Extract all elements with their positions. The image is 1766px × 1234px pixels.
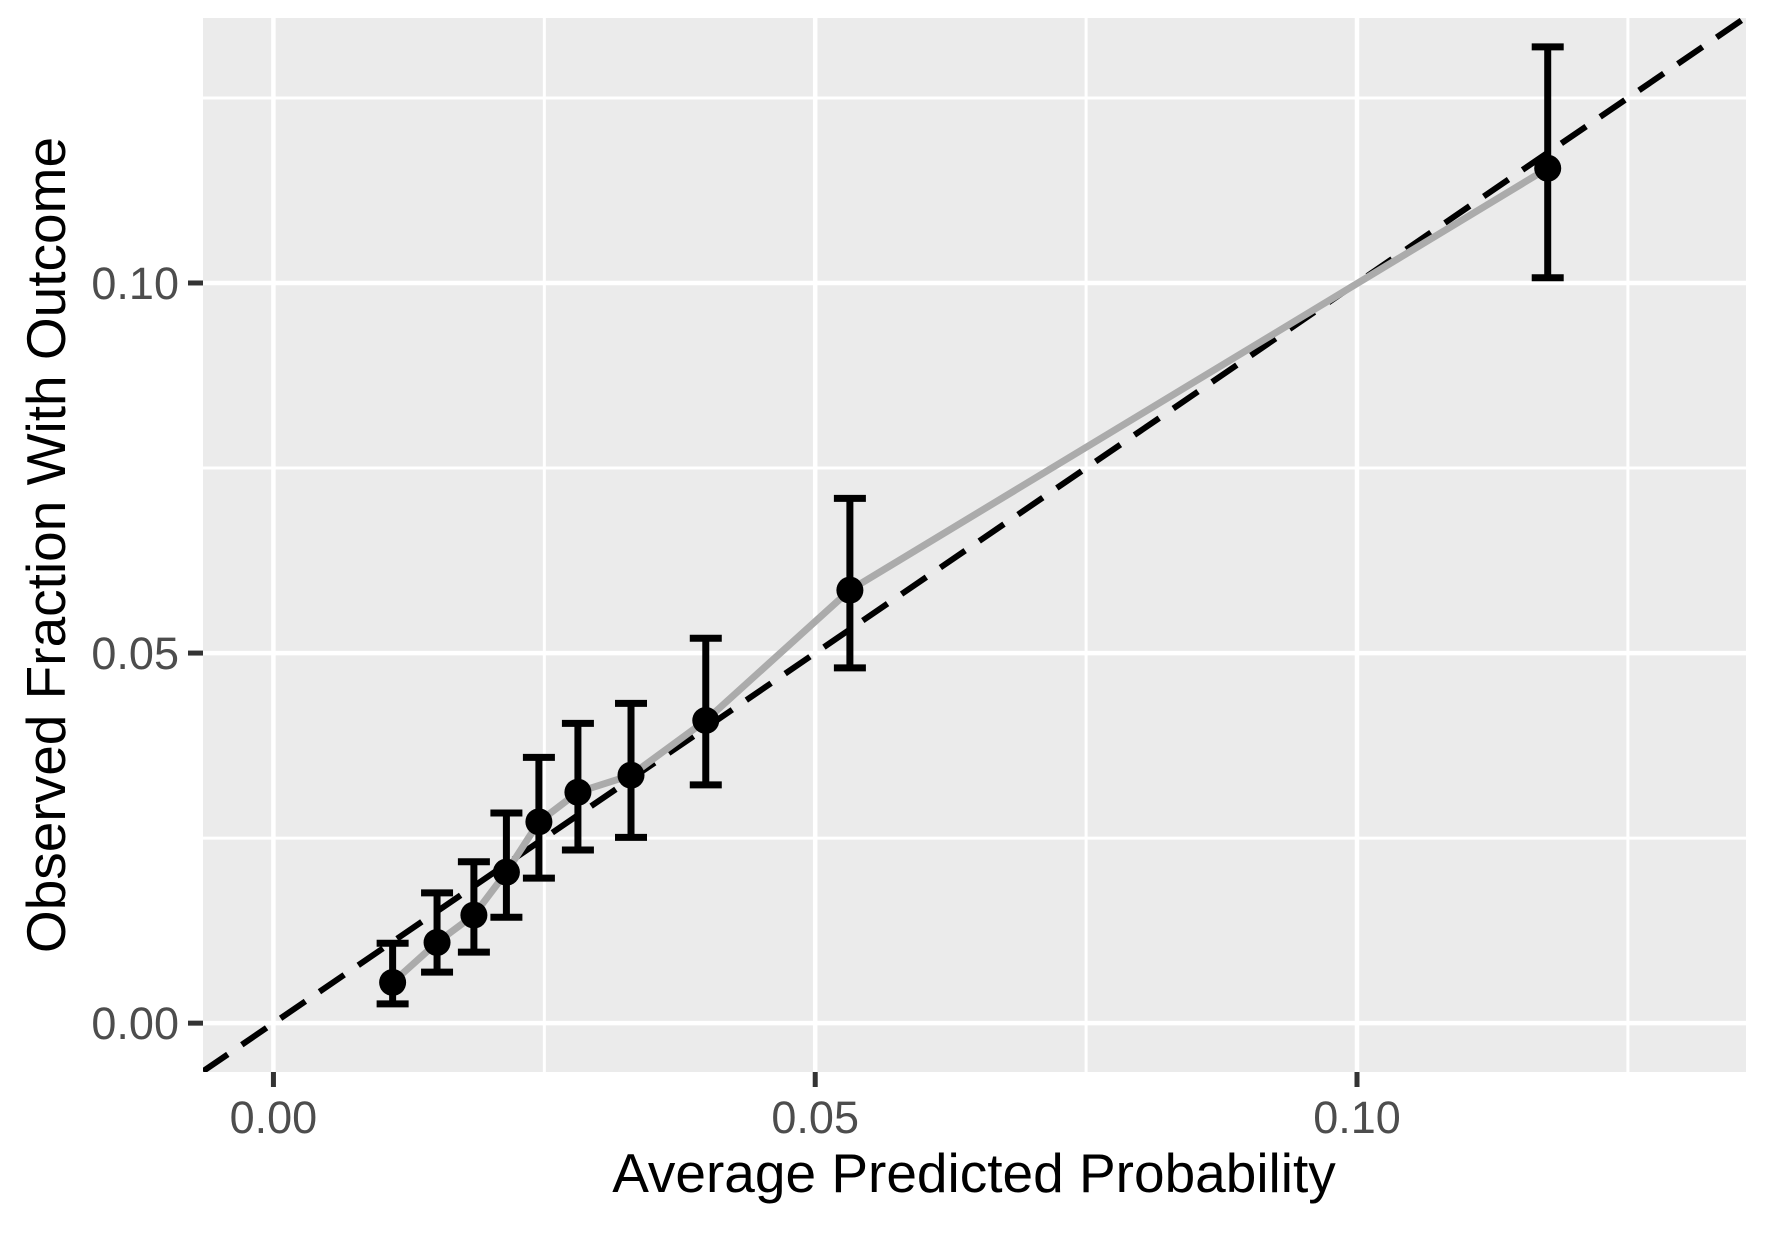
x-axis-tick-label: 0.05 bbox=[771, 1092, 859, 1143]
data-point bbox=[1534, 154, 1562, 182]
calibration-curve bbox=[389, 164, 1552, 986]
data-layer bbox=[376, 43, 1564, 1008]
axes: 0.00 0.05 0.10 0.00 0.05 0.10 bbox=[91, 258, 1400, 1143]
y-axis-tick-label: 0.05 bbox=[91, 628, 179, 679]
data-point bbox=[379, 968, 407, 996]
data-point bbox=[564, 778, 592, 806]
data-point bbox=[423, 928, 451, 956]
data-point bbox=[836, 576, 864, 604]
data-point bbox=[525, 808, 553, 836]
data-point bbox=[460, 901, 488, 929]
x-axis-title: Average Predicted Probability bbox=[612, 1142, 1336, 1204]
data-point bbox=[617, 761, 645, 789]
y-axis-tick-label: 0.00 bbox=[91, 998, 179, 1049]
gridlines bbox=[203, 18, 1746, 1072]
data-point bbox=[692, 706, 720, 734]
y-axis-tick-label: 0.10 bbox=[91, 258, 179, 309]
x-axis-tick-label: 0.10 bbox=[1313, 1092, 1401, 1143]
identity-line bbox=[203, 18, 1746, 1072]
y-axis-title: Observed Fraction With Outcome bbox=[15, 137, 77, 953]
data-point bbox=[492, 858, 520, 886]
x-axis-tick-label: 0.00 bbox=[230, 1092, 318, 1143]
identity-reference-line-layer bbox=[203, 18, 1746, 1072]
